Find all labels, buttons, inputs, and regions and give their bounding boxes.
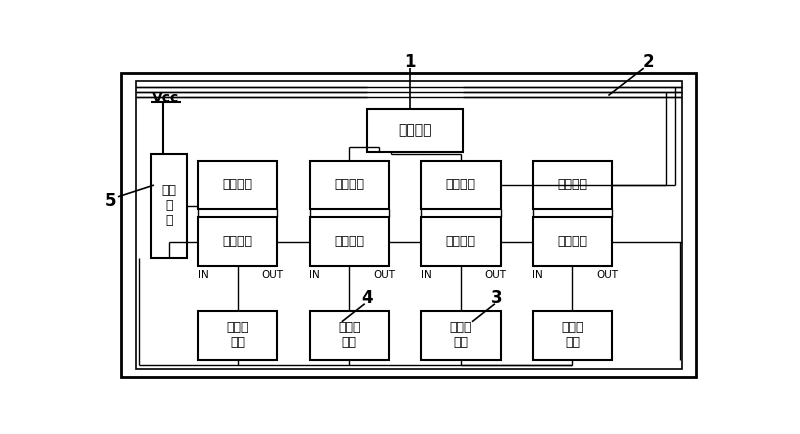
Text: OUT: OUT: [596, 270, 618, 280]
Bar: [310, 311, 389, 359]
Bar: [533, 311, 612, 359]
Text: OUT: OUT: [485, 270, 506, 280]
Bar: [421, 311, 501, 359]
Bar: [366, 109, 462, 152]
Bar: [421, 217, 501, 266]
Text: 1: 1: [404, 53, 416, 71]
Text: 驱动
电
路: 驱动 电 路: [162, 184, 176, 227]
Text: IN: IN: [421, 270, 431, 280]
Text: 光源模块: 光源模块: [558, 235, 587, 248]
Text: 光源模块: 光源模块: [446, 235, 476, 248]
Text: IN: IN: [198, 270, 208, 280]
Text: 光检测
模块: 光检测 模块: [226, 321, 249, 349]
Text: 光源模块: 光源模块: [222, 235, 253, 248]
Text: 光检测
模块: 光检测 模块: [561, 321, 584, 349]
Bar: [533, 217, 612, 266]
Bar: [198, 161, 278, 209]
Text: Vcc: Vcc: [152, 91, 179, 105]
Text: 2: 2: [643, 53, 654, 71]
Text: 开关电路: 开关电路: [222, 178, 253, 191]
Text: 开关电路: 开关电路: [558, 178, 587, 191]
Text: 5: 5: [105, 192, 116, 210]
Text: 4: 4: [361, 289, 373, 307]
Bar: [310, 161, 389, 209]
Bar: [136, 81, 682, 369]
Text: 开关电路: 开关电路: [446, 178, 476, 191]
Text: IN: IN: [532, 270, 543, 280]
Bar: [533, 161, 612, 209]
Text: OUT: OUT: [262, 270, 283, 280]
Bar: [198, 217, 278, 266]
Bar: [310, 217, 389, 266]
Text: 光检测
模块: 光检测 模块: [450, 321, 472, 349]
Text: 光源模块: 光源模块: [334, 235, 364, 248]
Text: IN: IN: [309, 270, 320, 280]
Text: 光检测
模块: 光检测 模块: [338, 321, 361, 349]
Text: OUT: OUT: [373, 270, 395, 280]
Text: 3: 3: [491, 289, 502, 307]
Bar: [151, 154, 187, 258]
Bar: [198, 311, 278, 359]
Text: 控制模块: 控制模块: [398, 124, 431, 138]
Text: 开关电路: 开关电路: [334, 178, 364, 191]
Bar: [421, 161, 501, 209]
